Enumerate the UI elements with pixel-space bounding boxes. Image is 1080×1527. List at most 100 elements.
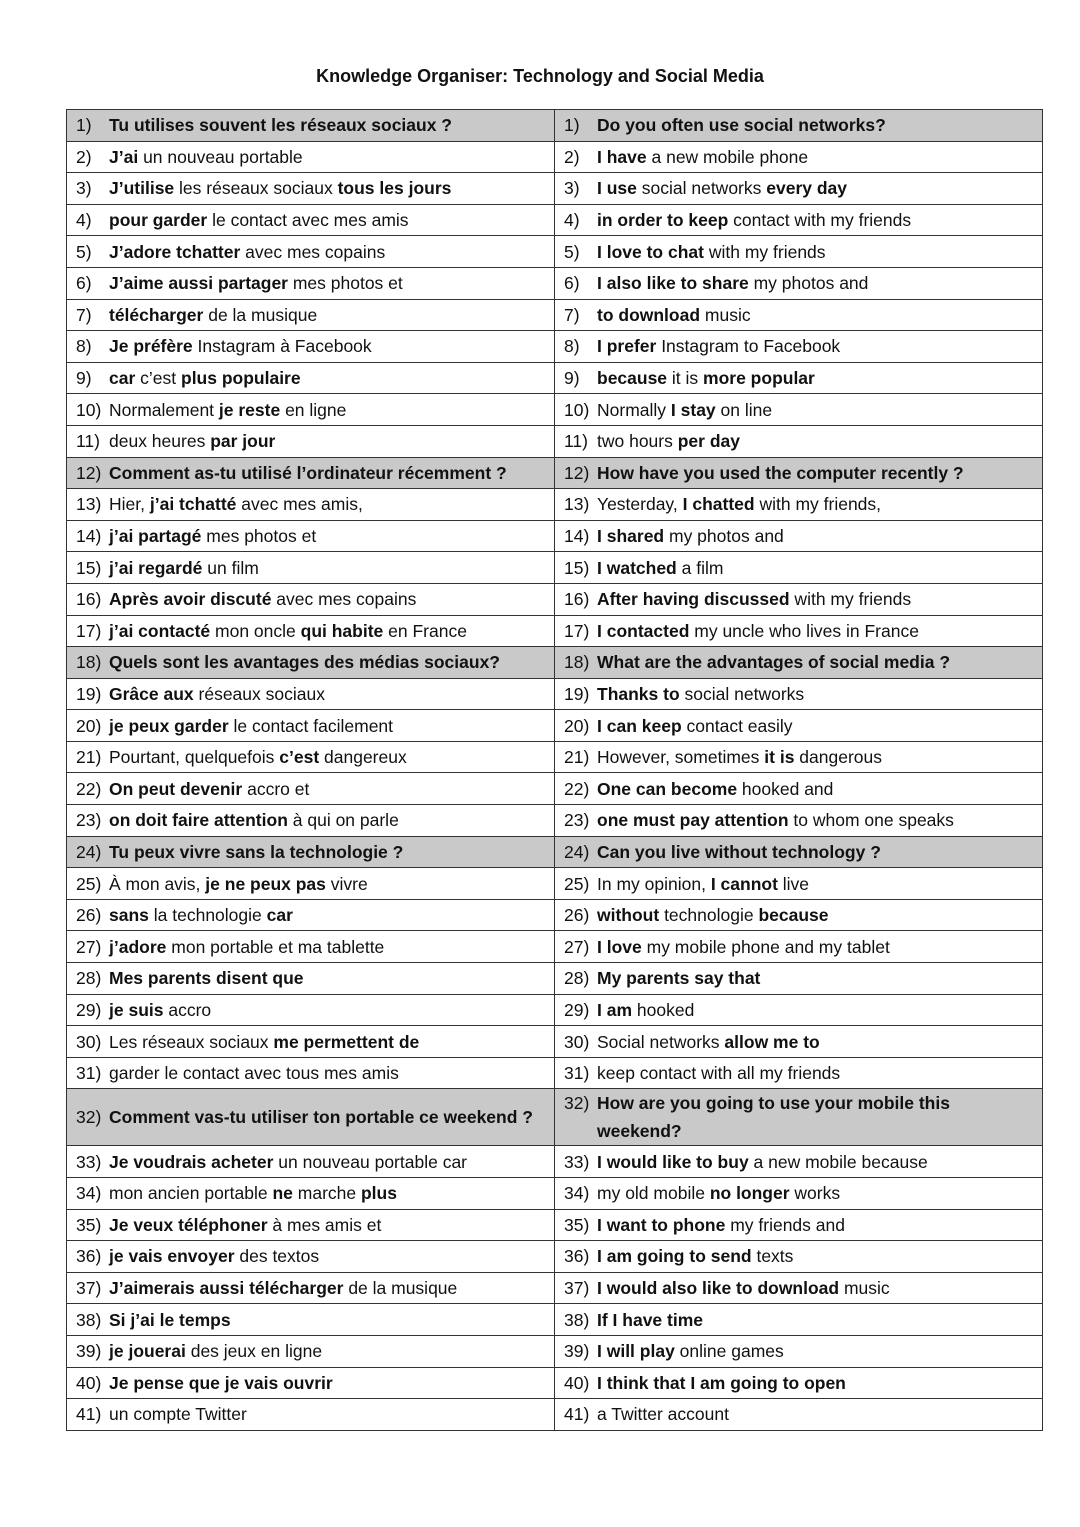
cell-content: 14) I shared my photos and [564,522,1034,550]
table-row: 21) Pourtant, quelquefois c’est dangereux… [66,740,1043,774]
bold-phrase: no longer [709,1183,790,1204]
table-row: 27) j’adore mon portable et ma tablette 27… [66,930,1043,964]
phrase-segment: social networks [636,178,767,199]
table-row: 31) garder le contact avec tous mes amis 3… [66,1056,1043,1090]
row-number: 1) [564,115,580,136]
bold-phrase: I use [597,178,637,199]
french-cell: 35) Je veux téléphoner à mes amis et [66,1208,555,1242]
row-number: 28) [564,968,590,989]
french-cell: 26) sans la technologie car [66,898,555,932]
french-cell: 23) on doit faire attention à qui on parl… [66,804,555,837]
row-number: 17) [564,620,590,641]
cell-content: 5) I love to chat with my friends [564,238,1034,266]
row-number: 3) [76,178,92,199]
table-row: 39) je jouerai des jeux en ligne 39) I will… [66,1334,1043,1368]
bold-phrase: je peux garder [109,715,229,736]
phrase-text: However, sometimes it is dangerous [597,743,1034,771]
row-number: 29) [76,999,102,1020]
english-cell: 24) Can you live without technology ? [554,835,1043,869]
english-cell: 22) One can become hooked and [554,772,1043,806]
cell-content: 24) Tu peux vivre sans la technologie ? [76,838,546,866]
phrase-segment: accro et [242,778,310,799]
bold-phrase: je jouerai [109,1341,186,1362]
phrase-segment: online games [674,1341,784,1362]
table-row: 15) j’ai regardé un film 15) I watched a fi… [66,551,1043,584]
phrase-segment: un nouveau portable [138,146,303,167]
row-number: 20) [76,715,102,736]
cell-content: 17) I contacted my uncle who lives in Fra… [564,617,1034,645]
bold-phrase: How have you used the computer recently … [597,462,964,483]
phrase-segment: to whom one speaks [788,810,954,831]
table-row: 4) pour garder le contact avec mes amis 4)… [66,203,1043,237]
cell-content: 4) in order to keep contact with my frien… [564,206,1034,234]
bold-phrase: je reste [218,399,281,420]
row-number: 12) [564,462,590,483]
cell-content: 31) garder le contact avec tous mes amis [76,1059,546,1087]
bold-phrase: me permettent de [273,1031,420,1052]
cell-content: 30) Social networks allow me to [564,1028,1034,1056]
phrase-segment: a Twitter account [597,1404,729,1425]
phrase-segment: marche [292,1183,361,1204]
french-cell: 8) Je préfère Instagram à Facebook [66,330,555,363]
phrase-text: mon ancien portable ne marche plus [109,1179,546,1207]
phrase-text: I prefer Instagram to Facebook [597,332,1034,360]
row-number: 16) [564,589,590,610]
phrase-text: Comment as-tu utilisé l’ordinateur récem… [109,459,546,487]
table-row: 26) sans la technologie car 26) without tec… [66,898,1043,932]
cell-content: 34) mon ancien portable ne marche plus [76,1179,546,1207]
bold-phrase: one must pay attention [597,810,789,831]
row-number: 5) [564,241,580,262]
table-row: 17) j’ai contacté mon oncle qui habite en… [66,614,1043,648]
english-cell: 18) What are the advantages of social med… [554,646,1043,679]
bold-phrase: plus populaire [181,368,301,389]
french-cell: 3) J’utilise les réseaux sociaux tous les… [66,172,555,205]
phrase-text: One can become hooked and [597,775,1034,803]
french-cell: 36) je vais envoyer des textos [66,1240,555,1273]
phrase-text: I think that I am going to open [597,1369,1034,1397]
french-cell: 16) Après avoir discuté avec mes copains [66,582,555,616]
row-number: 28) [76,968,102,989]
phrase-text: Après avoir discuté avec mes copains [109,585,546,613]
cell-content: 25) In my opinion, I cannot live [564,870,1034,898]
phrase-text: un compte Twitter [109,1400,546,1428]
row-number: 31) [76,1063,102,1084]
french-cell: 34) mon ancien portable ne marche plus [66,1177,555,1210]
row-number: 22) [564,778,590,799]
row-number: 21) [76,747,102,768]
bold-phrase: every day [766,178,848,199]
phrase-segment: hooked and [737,778,834,799]
phrase-segment: À mon avis, [109,873,206,894]
french-cell: 25) À mon avis, je ne peux pas vivre [66,867,555,900]
phrase-text: Je veux téléphoner à mes amis et [109,1211,546,1239]
phrase-segment: social networks [679,683,805,704]
bold-phrase: je ne peux pas [205,873,326,894]
row-number: 39) [564,1341,590,1362]
english-cell: 6) I also like to share my photos and [554,266,1043,300]
table-row: 3) J’utilise les réseaux sociaux tous les… [66,172,1043,205]
row-number: 3) [564,178,580,199]
french-cell: 22) On peut devenir accro et [66,772,555,806]
phrase-segment: a new mobile phone [646,146,809,167]
cell-content: 6) J’aime aussi partager mes photos et [76,269,546,297]
phrase-segment: with my friends, [754,494,882,515]
row-number: 15) [564,557,590,578]
row-number: 36) [76,1246,102,1267]
table-row: 10) Normalement je reste en ligne 10) Norma… [66,393,1043,426]
english-cell: 9) because it is more popular [554,361,1043,395]
row-number: 41) [76,1404,102,1425]
bold-phrase: Je veux téléphoner [109,1214,268,1235]
cell-content: 16) After having discussed with my friend… [564,585,1034,613]
row-number: 25) [564,873,590,894]
bold-phrase: I think that I am going to open [597,1372,846,1393]
row-number: 15) [76,557,102,578]
cell-content: 16) Après avoir discuté avec mes copains [76,585,546,613]
bold-phrase: Je pense que je vais ouvrir [109,1372,333,1393]
phrase-segment: Normally [597,399,671,420]
table-row: 2) J’ai un nouveau portable 2) I have a new… [66,140,1043,174]
table-row: 37) J’aimerais aussi télécharger de la mu… [66,1271,1043,1305]
bold-phrase: Comment vas-tu utiliser ton portable ce … [109,1107,533,1128]
section-header-row: 24) Tu peux vivre sans la technologie ? 24… [66,835,1043,869]
phrase-text: I can keep contact easily [597,712,1034,740]
cell-content: 14) j’ai partagé mes photos et [76,522,546,550]
english-cell: 20) I can keep contact easily [554,709,1043,742]
